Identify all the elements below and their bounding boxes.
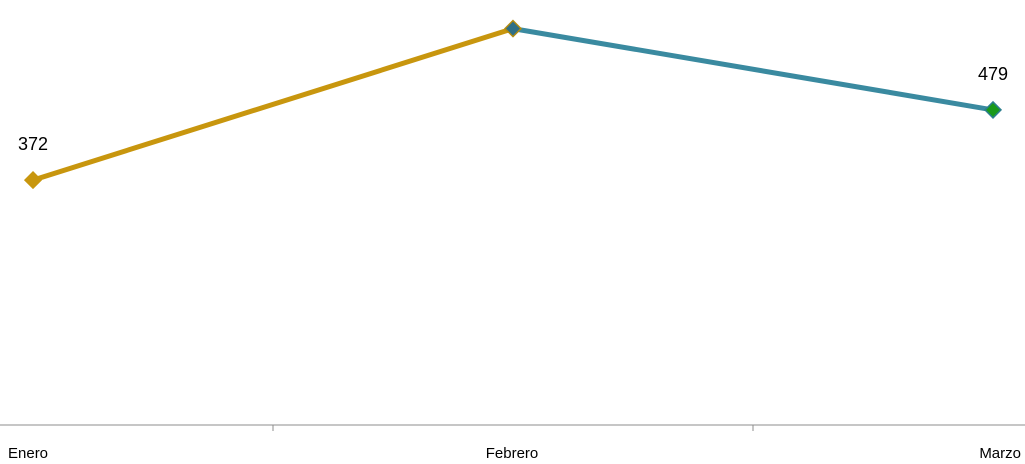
line-segment-febrero-marzo	[510, 26, 996, 113]
series-markers	[23, 19, 1003, 190]
marker-enero	[23, 171, 43, 190]
data-label-febrero: 603	[498, 0, 528, 3]
marker-febrero	[503, 19, 523, 38]
x-tick-label-enero: Enero	[8, 445, 48, 462]
marker-marzo	[983, 100, 1003, 119]
data-label-marzo: 479	[978, 64, 1008, 84]
line-segment-enero-febrero	[30, 26, 516, 183]
x-tick-label-febrero: Febrero	[486, 445, 539, 462]
x-axis: Enero Febrero Marzo	[0, 424, 1025, 462]
data-labels: 372 603 479	[18, 0, 1008, 154]
data-label-enero: 372	[18, 134, 48, 154]
series-line	[30, 26, 996, 183]
x-axis-tick-labels: Enero Febrero Marzo	[8, 445, 1021, 462]
x-tick-label-marzo: Marzo	[979, 445, 1021, 462]
x-axis-ticks	[272, 425, 754, 431]
